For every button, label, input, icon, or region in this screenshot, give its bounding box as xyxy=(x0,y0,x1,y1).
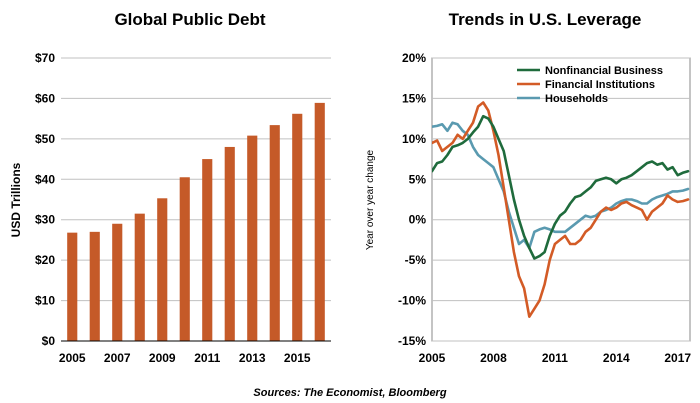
bar-2007 xyxy=(112,223,123,341)
bar-chart-x-ticks: 2005 2007 2009 2011 2013 2015 xyxy=(59,351,311,365)
line-y-tick-label: 20% xyxy=(402,51,426,65)
line-y-tick-label: 15% xyxy=(402,91,426,105)
us-leverage-chart: Trends in U.S. Leverage 20% 15% 10% 5% 0% -5%… xyxy=(365,10,691,365)
bar-2009 xyxy=(157,198,168,341)
bar-x-tick-label: 2015 xyxy=(284,351,311,365)
global-public-debt-chart: Global Public Debt $0$10$20$30$40$50$60$… xyxy=(9,10,331,365)
bar-2014 xyxy=(269,125,280,342)
bar-chart-title: Global Public Debt xyxy=(114,10,265,29)
legend-entry: Financial Institutions xyxy=(545,79,655,91)
bar-chart-gridlines xyxy=(61,57,331,302)
bar-2015 xyxy=(292,113,303,341)
bar-x-tick-label: 2007 xyxy=(104,351,131,365)
bar-x-tick-label: 2005 xyxy=(59,351,86,365)
series-line-nonfinancial-business xyxy=(432,114,690,260)
line-x-tick-label: 2017 xyxy=(664,351,691,365)
bar-x-tick-label: 2013 xyxy=(239,351,266,365)
bar-2008 xyxy=(134,213,145,341)
bar-y-tick-label: $40 xyxy=(35,172,55,186)
line-chart-legend: Nonfinancial Business Financial Instituti… xyxy=(517,65,663,105)
line-y-tick-label: -10% xyxy=(398,294,426,308)
bar-chart-y-axis-label: USD Trillions xyxy=(9,162,23,237)
line-y-tick-label: -5% xyxy=(405,253,427,267)
bar-2011 xyxy=(202,159,213,341)
bar-chart-y-ticks: $0 $10 $20 $30 $40 $50 $60 $70 xyxy=(35,51,55,348)
line-y-tick-label: 0% xyxy=(409,213,427,227)
bar-2013 xyxy=(247,135,258,341)
bar-y-tick-label: $60 xyxy=(35,91,55,105)
line-chart-y-axis-label: Year over year change xyxy=(365,149,376,250)
line-x-tick-label: 2014 xyxy=(603,351,630,365)
legend-entry: Households xyxy=(545,93,608,105)
line-y-tick-label: 10% xyxy=(402,132,426,146)
bar-y-tick-label: $70 xyxy=(35,51,55,65)
line-chart-x-ticks: 2005 2008 2011 2014 2017 xyxy=(419,351,692,365)
series-line-households xyxy=(432,121,690,250)
bar-2016 xyxy=(314,102,325,341)
bar-y-tick-label: $20 xyxy=(35,253,55,267)
bar-2006 xyxy=(89,231,100,341)
line-x-tick-label: 2008 xyxy=(480,351,507,365)
bar-chart-bars xyxy=(67,102,325,342)
bar-y-tick-label: $50 xyxy=(35,132,55,146)
line-x-tick-label: 2011 xyxy=(542,351,568,365)
line-y-tick-label: -15% xyxy=(398,334,426,348)
line-chart-series xyxy=(432,101,690,319)
line-chart-title: Trends in U.S. Leverage xyxy=(449,10,642,29)
bar-x-tick-label: 2009 xyxy=(149,351,176,365)
line-y-tick-label: 5% xyxy=(409,172,427,186)
bar-y-tick-label: $10 xyxy=(35,294,55,308)
bar-y-tick-label: $30 xyxy=(35,213,55,227)
bar-2012 xyxy=(224,146,235,341)
bar-y-tick-label: $0 xyxy=(42,334,56,348)
bar-2010 xyxy=(179,177,190,341)
source-note: Sources: The Economist, Bloomberg xyxy=(253,387,446,399)
series-line-financial-institutions xyxy=(432,101,690,319)
bar-x-tick-label: 2011 xyxy=(194,351,220,365)
line-chart-y-ticks: 20% 15% 10% 5% 0% -5% -10% -15% xyxy=(398,51,426,348)
bar-2005 xyxy=(67,232,78,341)
legend-entry: Nonfinancial Business xyxy=(545,65,663,77)
line-x-tick-label: 2005 xyxy=(419,351,446,365)
